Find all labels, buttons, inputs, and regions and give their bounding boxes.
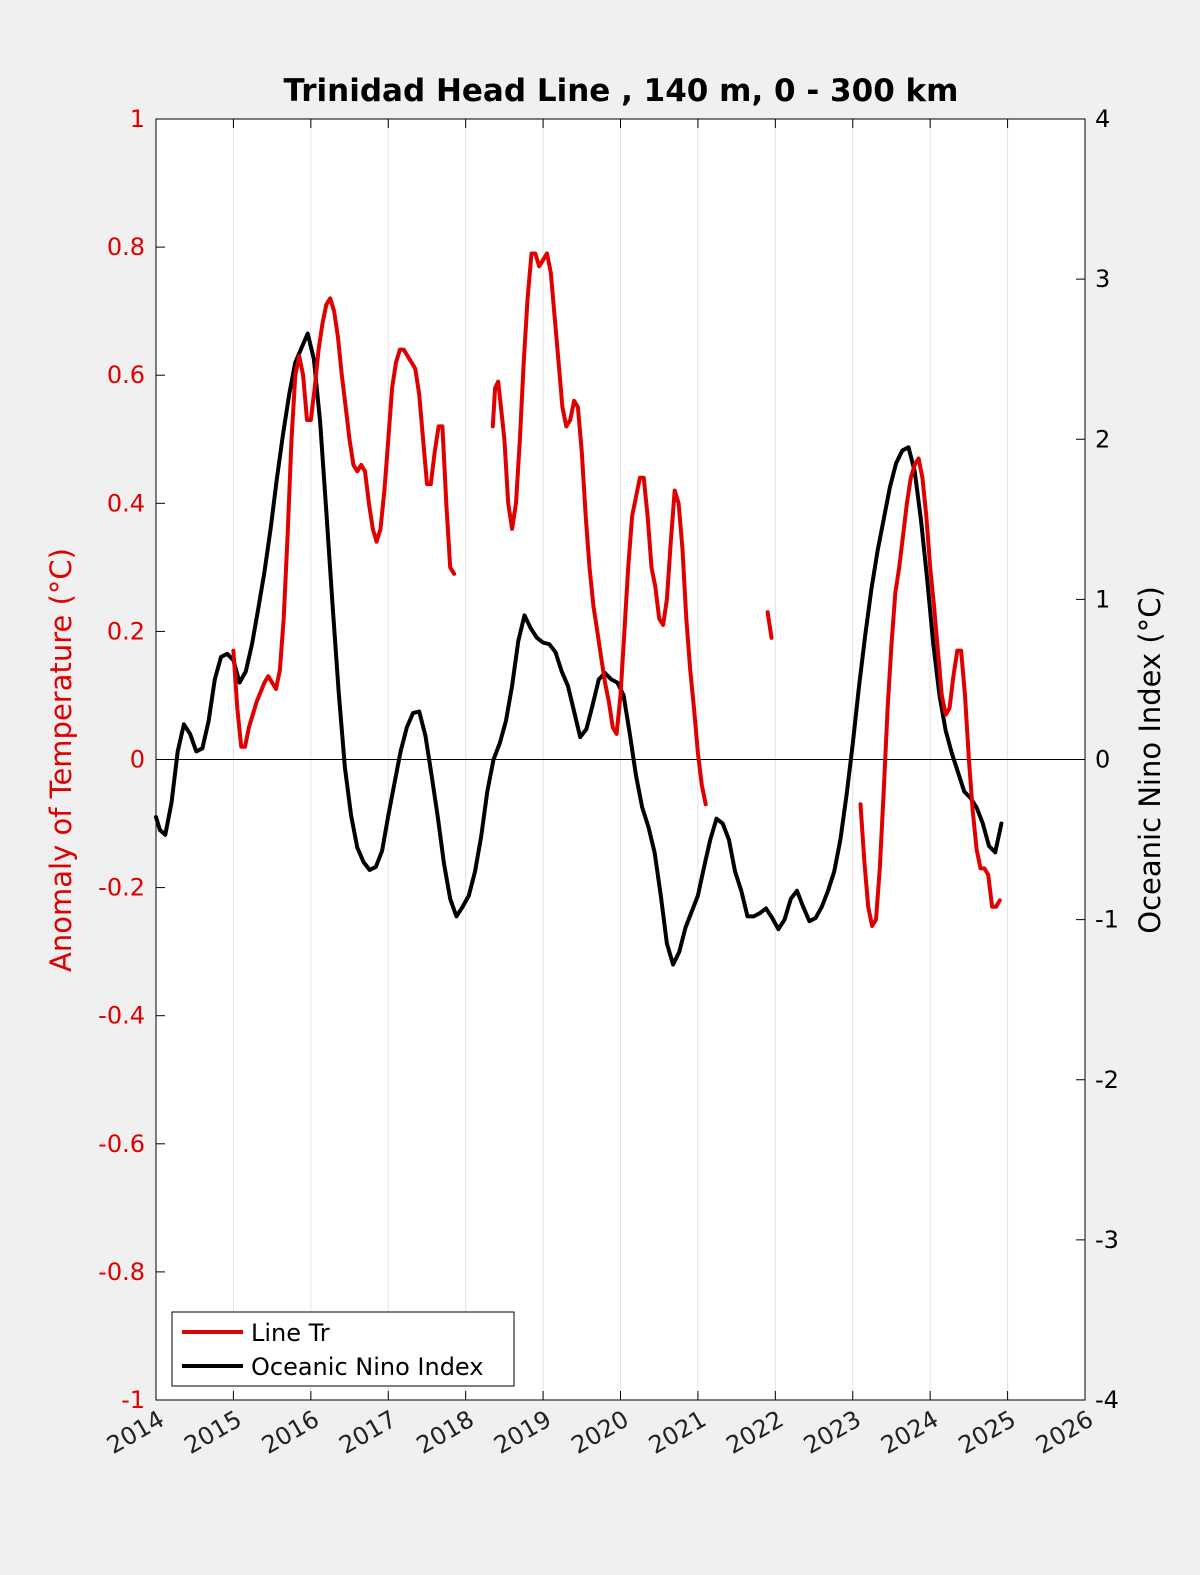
y-axis-label-left: Anomaly of Temperature (°C): [44, 548, 78, 972]
x-tick-label: 2024: [876, 1405, 943, 1460]
series-line-tr-segment-0: [231, 296, 457, 749]
x-tick-label: 2017: [334, 1405, 401, 1460]
x-tick-label: 2015: [180, 1405, 247, 1460]
y-tick-label-left: 0.4: [107, 489, 145, 517]
legend: Line Tr Oceanic Nino Index: [171, 1311, 515, 1387]
legend-label-line-tr: Line Tr: [251, 1319, 330, 1347]
y-tick-label-left: -0.6: [98, 1130, 145, 1158]
y-tick-label-left: 0: [130, 746, 145, 774]
x-tick-label: 2026: [1031, 1405, 1098, 1460]
y-tick-label-left: 0.2: [107, 617, 145, 645]
y-tick-label-right: 1: [1095, 585, 1110, 613]
x-tick-label: 2018: [412, 1405, 479, 1460]
y-tick-label-left: 1: [130, 105, 145, 133]
y-tick-label-left: -1: [121, 1386, 145, 1414]
y-tick-label-right: -4: [1095, 1386, 1119, 1414]
series-layer: [154, 251, 1004, 967]
y-tick-label-right: 0: [1095, 746, 1110, 774]
y-tick-label-left: 0.6: [107, 361, 145, 389]
x-tick-label: 2016: [257, 1405, 324, 1460]
y-tick-label-right: -3: [1095, 1226, 1119, 1254]
x-tick-label: 2021: [644, 1405, 711, 1460]
left-axis-ticks: -1 -0.8 -0.6 -0.4 -0.2 0 0.2 0.4 0.6 0.8 1: [98, 105, 165, 1414]
x-tick-label: 2025: [954, 1405, 1021, 1460]
series-line-tr-segment-1: [490, 251, 708, 807]
series-oceanic-nino-index-segment-0: [154, 331, 1004, 967]
x-tick-label: 2019: [489, 1405, 556, 1460]
x-tick-label: 2022: [721, 1405, 788, 1460]
y-tick-label-left: -0.8: [98, 1258, 145, 1286]
series-line-tr-segment-2: [765, 610, 774, 640]
y-tick-label-right: -1: [1095, 906, 1119, 934]
y-tick-label-right: 2: [1095, 425, 1110, 453]
legend-label-oni: Oceanic Nino Index: [251, 1353, 483, 1381]
y-tick-label-right: 4: [1095, 105, 1110, 133]
chart-title: Trinidad Head Line , 140 m, 0 - 300 km: [284, 73, 959, 109]
y-tick-label-right: 3: [1095, 265, 1110, 293]
y-axis-label-right: Oceanic Nino Index (°C): [1133, 586, 1167, 934]
y-tick-label-left: -0.4: [98, 1002, 145, 1030]
y-tick-label-left: -0.2: [98, 874, 145, 902]
series-line-tr-segment-3: [858, 456, 1002, 928]
y-tick-label-left: 0.8: [107, 233, 145, 261]
legend-box: [171, 1311, 515, 1387]
x-tick-label: 2023: [799, 1405, 866, 1460]
right-axis-ticks: -4 -3 -2 -1 0 1 2 3 4: [1076, 105, 1119, 1414]
y-tick-label-right: -2: [1095, 1066, 1119, 1094]
x-tick-label: 2020: [567, 1405, 634, 1460]
